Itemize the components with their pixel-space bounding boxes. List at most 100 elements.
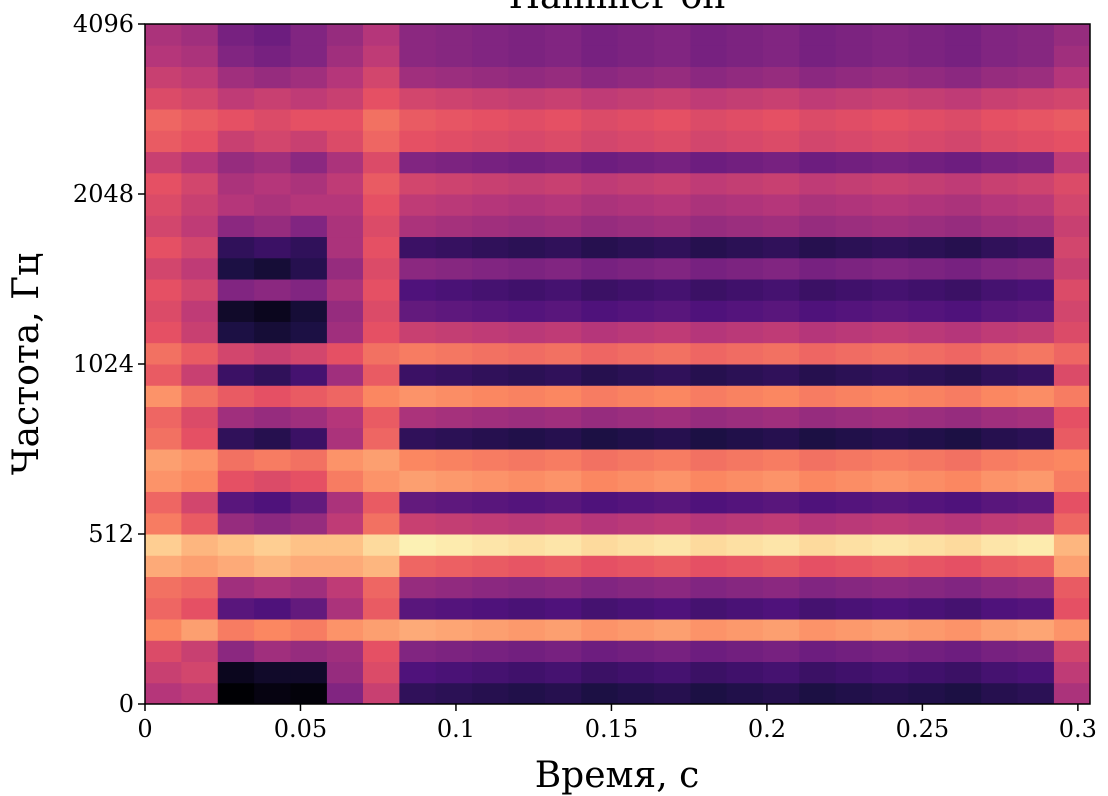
heat-cell [981,555,1019,577]
heat-cell [944,236,982,259]
heat-cell [508,364,546,386]
heat-cell [944,534,982,556]
heat-cell [1053,491,1091,514]
heat-cell [726,151,764,174]
heat-cell [944,342,982,365]
heat-cell [399,364,437,386]
heat-cell [254,491,292,514]
heat-cell [217,427,255,450]
heat-cell [944,385,982,408]
heat-cell [690,491,727,514]
heat-cell [254,470,292,492]
heat-cell [617,427,655,450]
heat-cell [217,682,255,705]
heat-cell [145,109,182,131]
heat-cell [508,555,546,577]
heat-cell [581,619,619,641]
y-axis-label: Частота, Гц [6,253,47,475]
heat-cell [181,130,219,153]
heat-cell [908,279,946,301]
heat-cell [362,66,400,89]
heat-cell [690,619,727,641]
heat-cell [944,215,982,238]
heat-cell [726,682,764,705]
heat-cell [1053,470,1091,492]
heat-cell [362,619,400,641]
heat-cell [217,555,255,577]
heat-cell [617,682,655,705]
heat-cell [726,279,764,301]
heat-cell [508,194,546,216]
heat-cell [181,194,219,216]
heat-cell [399,385,437,408]
heat-cell [1017,151,1055,174]
heat-cell [981,470,1019,492]
heat-cell [472,236,510,259]
heat-cell [690,87,727,110]
heat-cell [544,257,582,280]
heat-cell [254,385,292,408]
heat-cell [254,45,292,68]
heat-cell [762,364,800,386]
heat-cell [1017,194,1055,216]
heat-cell [726,640,764,662]
heat-cell [1053,300,1091,322]
heat-cell [472,300,510,322]
heat-cell [726,385,764,408]
heat-cell [362,640,400,662]
heat-cell [1053,661,1091,684]
heat-cell [145,236,182,259]
heat-cell [435,215,473,238]
heat-cell [654,24,691,46]
heat-cell [799,470,837,492]
heat-cell [508,512,546,535]
heat-cell [726,45,764,68]
heat-cell [617,66,655,89]
heat-cell [872,66,909,89]
heat-cell [654,194,691,216]
heat-cell [145,491,182,514]
heat-cell [872,87,909,110]
heat-cell [799,321,837,344]
heat-cell [944,576,982,599]
heat-cell [908,109,946,131]
heat-cell [981,491,1019,514]
heat-cell [217,449,255,471]
heat-cell [654,257,691,280]
heat-cell [908,682,946,705]
heat-cell [290,576,328,599]
heat-cell [362,385,400,408]
heat-cell [617,597,655,620]
heat-cell [1017,619,1055,641]
heat-cell [835,257,873,280]
heat-cell [726,87,764,110]
heat-cell [908,45,946,68]
heat-cell [908,342,946,365]
heat-cell [145,24,182,46]
heat-cell [544,512,582,535]
heat-cell [145,257,182,280]
heat-cell [217,342,255,365]
heat-cell [508,385,546,408]
heat-cell [944,194,982,216]
heat-cell [799,87,837,110]
heat-cell [726,130,764,153]
heat-cell [835,130,873,153]
heat-cell [1017,682,1055,705]
heat-cell [981,576,1019,599]
heat-cell [254,597,292,620]
heat-cell [762,682,800,705]
heat-cell [799,194,837,216]
chart-title: Hammer-on [509,0,726,17]
heat-cell [581,172,619,195]
heat-cell [581,555,619,577]
heat-cell [362,427,400,450]
heat-cell [872,470,909,492]
heat-cell [181,661,219,684]
heat-cell [254,682,292,705]
heat-cell [908,321,946,344]
heat-cell [544,172,582,195]
x-tick-label: 0.1 [437,715,475,743]
heat-cell [908,66,946,89]
